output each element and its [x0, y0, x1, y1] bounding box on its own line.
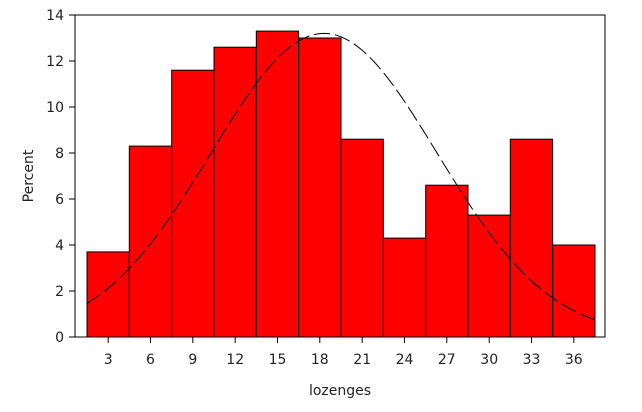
x-tick-label: 30	[480, 352, 498, 368]
histogram-bar-36	[552, 244, 596, 338]
x-tick-label: 6	[146, 352, 155, 368]
x-tick-label: 24	[396, 352, 414, 368]
x-tick-label: 9	[188, 352, 197, 368]
histogram-bar-33	[509, 138, 554, 338]
histogram-bar-27	[425, 184, 469, 338]
normal-curve	[86, 32, 596, 321]
y-tick-label: 6	[55, 192, 64, 208]
x-tick-label: 36	[565, 352, 583, 368]
x-tick-label: 33	[523, 352, 541, 368]
histogram-bar-24	[382, 237, 427, 338]
histogram-bar-9	[171, 69, 215, 338]
y-tick-label: 0	[55, 330, 64, 346]
histogram-bar-12	[213, 46, 257, 338]
y-tick-label: 12	[46, 54, 64, 70]
y-tick-label: 10	[46, 100, 64, 116]
histogram-bar-3	[86, 251, 130, 338]
x-tick-label: 12	[226, 352, 244, 368]
x-tick-label: 21	[353, 352, 371, 368]
histogram-bar-18	[298, 37, 342, 338]
x-axis-label: lozenges	[309, 383, 371, 399]
x-tick-label: 3	[104, 352, 113, 368]
y-axis-label: Percent	[21, 149, 37, 202]
histogram-bar-21	[340, 138, 384, 338]
histogram-bar-6	[128, 145, 173, 338]
y-tick-label: 2	[55, 284, 64, 300]
y-tick-label: 4	[55, 238, 64, 254]
x-tick-label: 18	[311, 352, 329, 368]
histogram-bar-15	[255, 30, 300, 338]
y-axis: 0 2 4 6 8 10 12 14	[46, 8, 75, 346]
x-tick-label: 15	[269, 352, 287, 368]
y-tick-label: 14	[46, 8, 64, 24]
x-tick-label: 27	[438, 352, 456, 368]
x-axis: 3 6 9 12 15 18 21 24 27 30 33 36	[104, 337, 583, 368]
y-tick-label: 8	[55, 146, 64, 162]
